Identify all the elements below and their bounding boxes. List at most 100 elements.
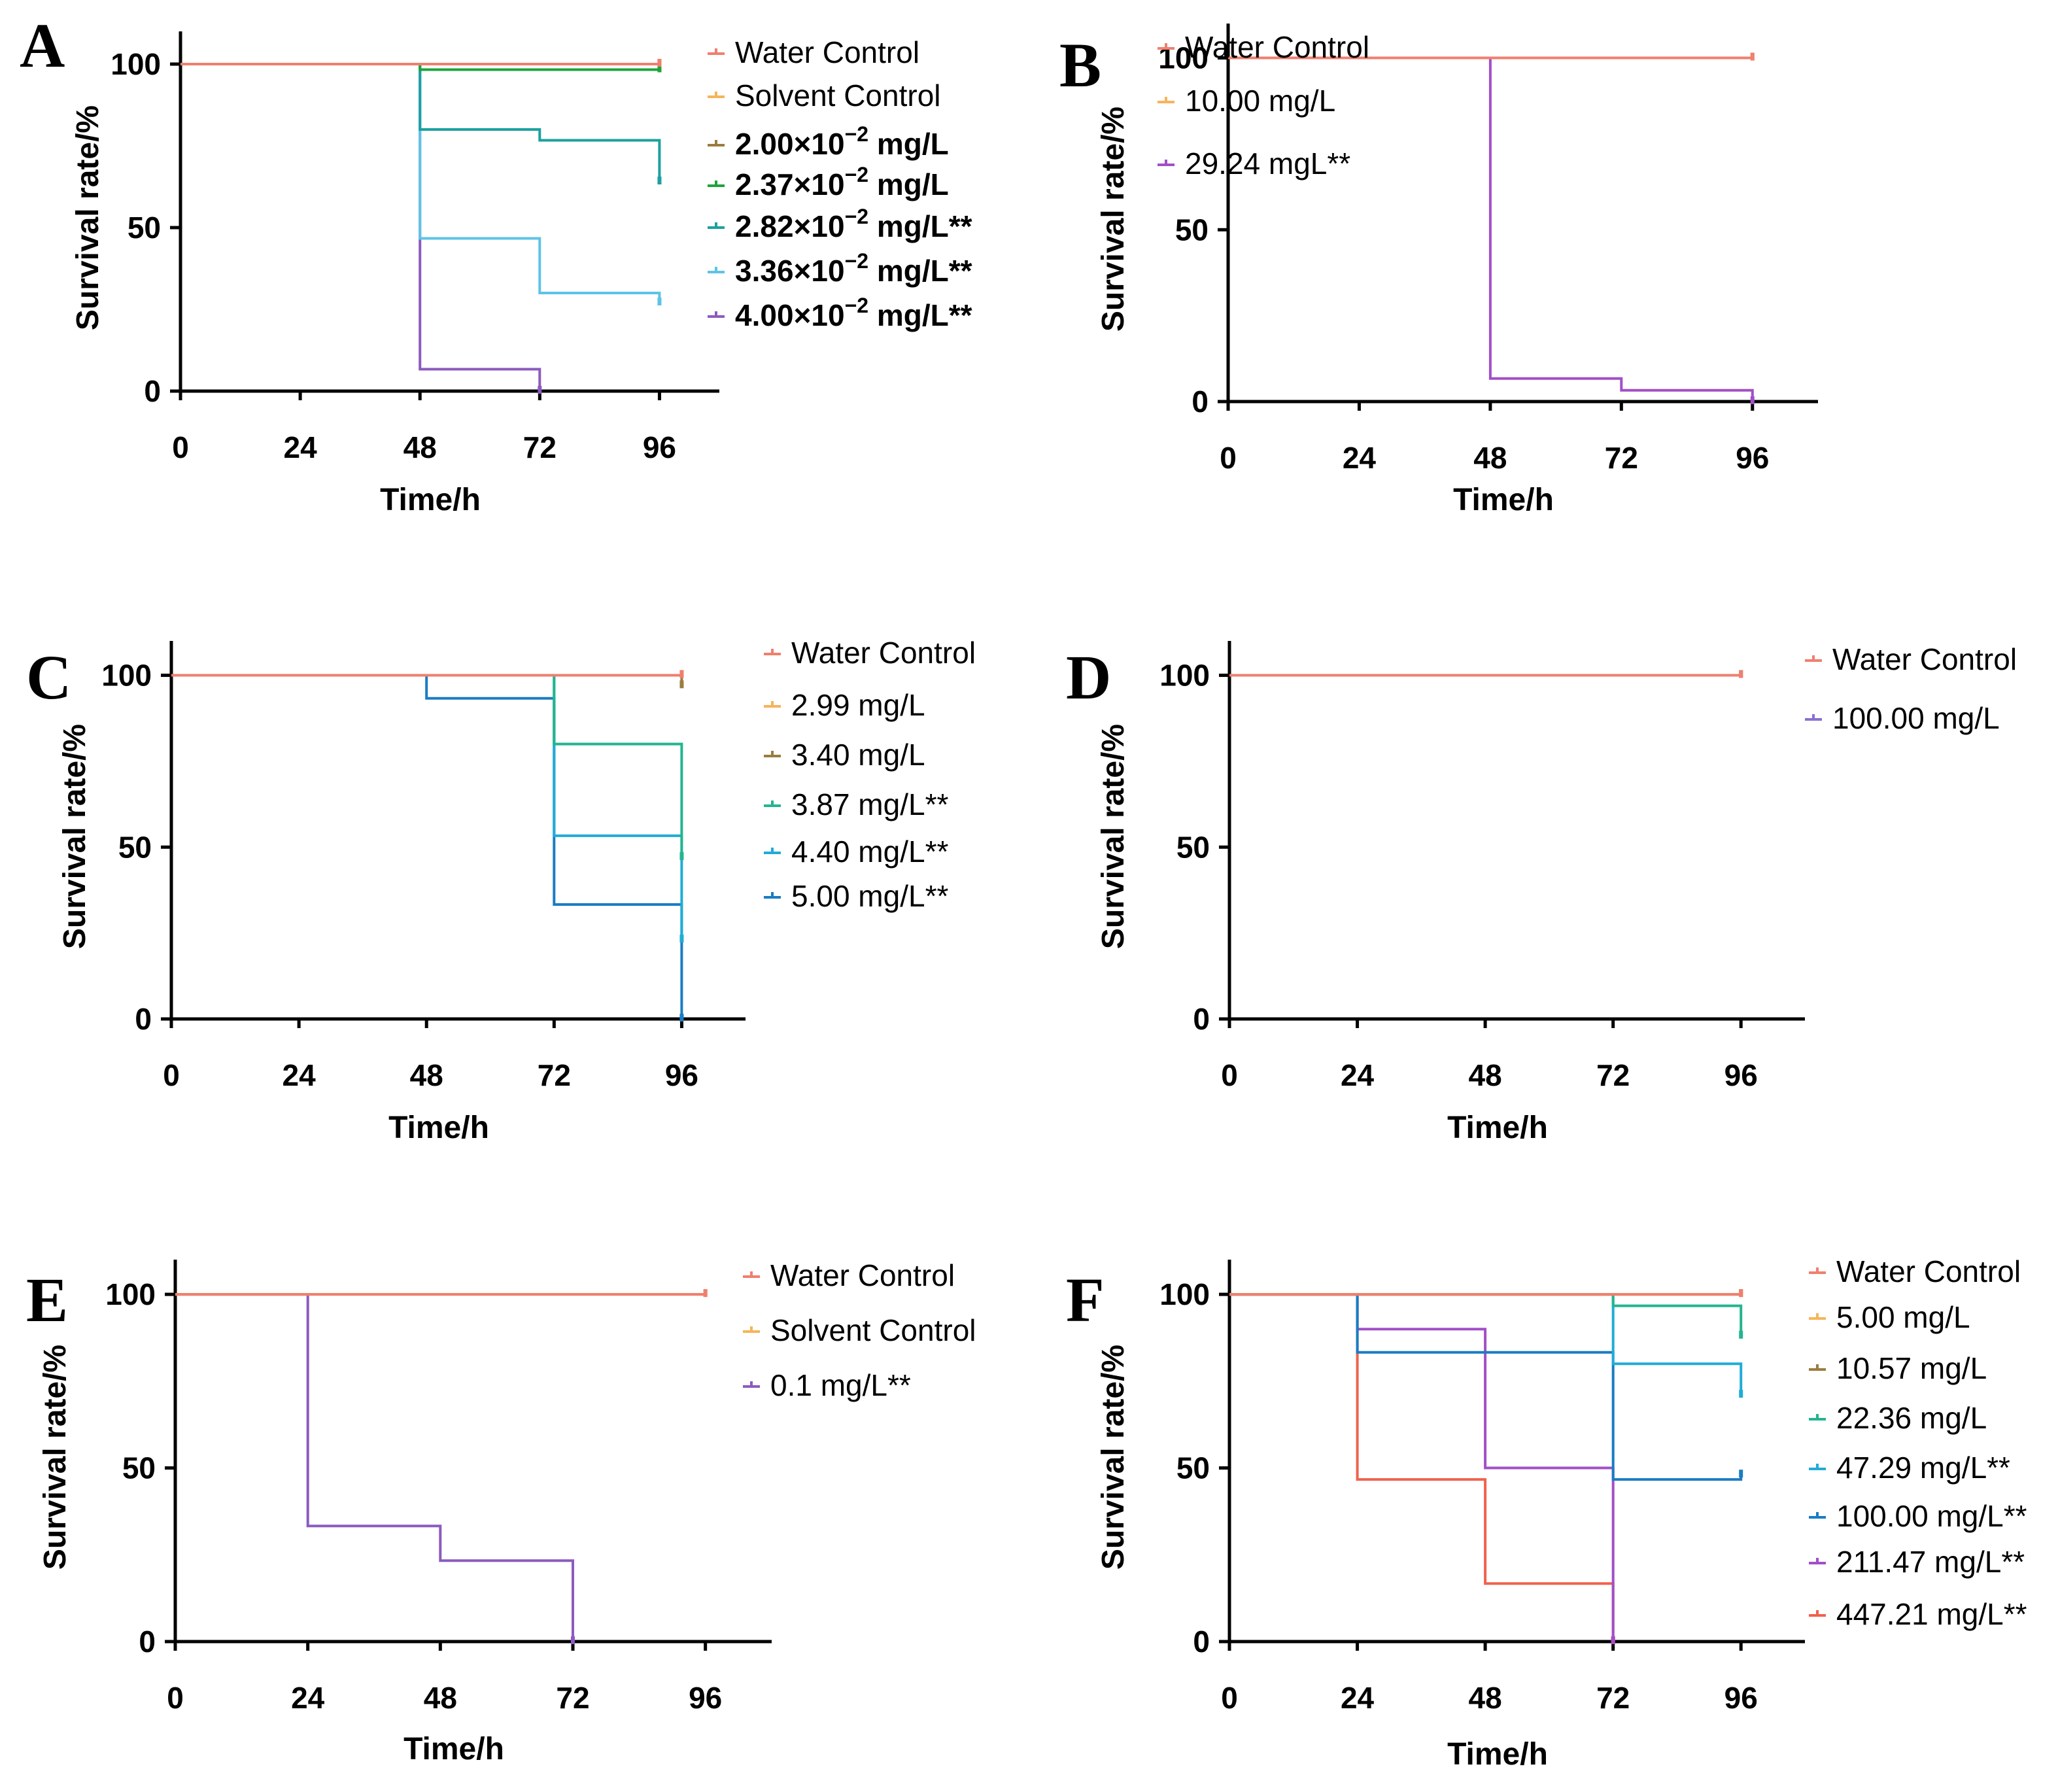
legend: Water Control 2.99 mg/L 3.40 mg/L 3.87 mg/L… bbox=[764, 636, 976, 913]
legend-item: 211.47 mg/L** bbox=[1809, 1545, 2025, 1579]
legend-label: 4.00×10−2 mg/L** bbox=[735, 294, 972, 332]
x-tick-label: 0 bbox=[1221, 1058, 1238, 1092]
series-lines bbox=[1229, 1289, 1743, 1644]
y-tick-label: 100 bbox=[105, 1277, 156, 1311]
x-tick-label: 24 bbox=[291, 1681, 325, 1715]
legend-item: 47.29 mg/L** bbox=[1809, 1451, 2010, 1485]
legend-item: 100.00 mg/L** bbox=[1809, 1499, 2027, 1533]
x-tick-label: 96 bbox=[1724, 1681, 1758, 1715]
x-tick-label: 72 bbox=[538, 1058, 571, 1092]
legend-item: 4.40 mg/L** bbox=[764, 835, 948, 869]
y-tick-label: 100 bbox=[1159, 1277, 1210, 1311]
x-tick-label: 48 bbox=[424, 1681, 457, 1715]
y-tick-label: 0 bbox=[135, 1002, 152, 1036]
x-tick-label: 48 bbox=[1469, 1681, 1502, 1715]
y-tick-label: 100 bbox=[1159, 659, 1210, 693]
censor-mark bbox=[1739, 1289, 1743, 1298]
legend-item: 2.99 mg/L bbox=[764, 688, 925, 722]
y-axis-title: Survival rate/% bbox=[1096, 107, 1131, 332]
legend-label: 100.00 mg/L bbox=[1832, 701, 2000, 735]
censor-mark bbox=[703, 1289, 708, 1298]
legend-label: Water Control bbox=[1832, 642, 2017, 676]
x-tick-label: 0 bbox=[163, 1058, 180, 1092]
y-tick-label: 0 bbox=[1193, 1002, 1210, 1036]
y-tick-label: 0 bbox=[1192, 385, 1209, 419]
legend-item: 29.24 mgL** bbox=[1158, 146, 1350, 181]
legend-label: 3.87 mg/L** bbox=[791, 787, 948, 821]
censor-mark bbox=[1739, 1470, 1743, 1478]
y-axis-title: Survival rate/% bbox=[38, 1345, 73, 1570]
censor-mark bbox=[657, 64, 662, 73]
legend: Water Control 5.00 mg/L 10.57 mg/L 22.36 mg… bbox=[1809, 1254, 2027, 1631]
legend-label: 2.82×10−2 mg/L** bbox=[735, 205, 972, 243]
series-lines bbox=[1229, 670, 1743, 678]
legend-label: 3.40 mg/L bbox=[791, 738, 925, 772]
series-line bbox=[171, 674, 683, 1019]
censor-mark bbox=[1611, 1636, 1615, 1644]
x-tick-label: 24 bbox=[283, 1058, 317, 1092]
series-line bbox=[1229, 1293, 1615, 1642]
x-tick-label: 96 bbox=[1736, 441, 1769, 475]
legend-label: 5.00 mg/L bbox=[1836, 1300, 1970, 1334]
y-axis-title: Survival rate/% bbox=[58, 724, 92, 949]
legend-label: 3.36×10−2 mg/L** bbox=[735, 249, 972, 288]
legend-label: 47.29 mg/L** bbox=[1836, 1451, 2010, 1485]
legend-label: 22.36 mg/L bbox=[1836, 1401, 1987, 1435]
x-axis-title: Time/h bbox=[1447, 1111, 1548, 1145]
y-tick-label: 50 bbox=[1175, 213, 1209, 247]
legend-label: Solvent Control bbox=[735, 78, 941, 112]
panel-a: A 0 24 48 72 96 0 50 100 Time/h Survival rate/% Wat… bbox=[20, 10, 972, 517]
legend-item: 10.00 mg/L bbox=[1158, 84, 1335, 118]
panel-e: E 0 24 48 72 96 0 50 100 Time/h Survival rate/% Wat… bbox=[26, 1258, 976, 1766]
censor-mark bbox=[679, 670, 684, 678]
legend-item: 2.37×10−2 mg/L bbox=[708, 163, 949, 201]
y-tick-label: 50 bbox=[128, 211, 161, 245]
legend-item: 447.21 mg/L** bbox=[1809, 1597, 2027, 1631]
y-tick-label: 0 bbox=[1193, 1625, 1210, 1659]
legend-label: 5.00 mg/L** bbox=[791, 879, 948, 913]
y-tick-label: 50 bbox=[122, 1451, 156, 1485]
legend: Water Control 10.00 mg/L 29.24 mgL** bbox=[1158, 30, 1369, 181]
legend: Water Control 100.00 mg/L bbox=[1805, 642, 2017, 735]
censor-mark bbox=[679, 680, 684, 689]
x-tick-label: 72 bbox=[1596, 1681, 1630, 1715]
legend-label: 10.57 mg/L bbox=[1836, 1351, 1987, 1385]
censor-mark bbox=[679, 852, 684, 861]
censor-mark bbox=[657, 177, 662, 184]
legend-label: Water Control bbox=[735, 35, 919, 69]
y-tick-label: 50 bbox=[1176, 830, 1210, 864]
panel-letter: C bbox=[26, 642, 71, 712]
legend-label: Water Control bbox=[770, 1258, 955, 1292]
censor-mark bbox=[679, 1014, 684, 1022]
series-lines bbox=[171, 670, 684, 1022]
legend-item: 100.00 mg/L bbox=[1805, 701, 2000, 735]
panel-f: F 0 24 48 72 96 0 50 100 Time/h Survival rate/% Wat… bbox=[1066, 1254, 2027, 1772]
x-tick-label: 48 bbox=[1469, 1058, 1502, 1092]
legend-label: 29.24 mgL** bbox=[1185, 146, 1350, 181]
legend-label: 211.47 mg/L** bbox=[1836, 1545, 2025, 1579]
legend-label: 2.99 mg/L bbox=[791, 688, 925, 722]
censor-mark bbox=[1739, 670, 1743, 678]
legend-item: 10.57 mg/L bbox=[1809, 1351, 1987, 1385]
legend-item: 3.87 mg/L** bbox=[764, 787, 948, 821]
legend-item: Water Control bbox=[743, 1258, 955, 1292]
legend-label: 4.40 mg/L** bbox=[791, 835, 948, 869]
y-tick-label: 100 bbox=[111, 47, 161, 81]
x-tick-label: 96 bbox=[689, 1681, 722, 1715]
legend-item: 3.40 mg/L bbox=[764, 738, 925, 772]
censor-mark bbox=[1739, 1390, 1743, 1398]
legend-label: 100.00 mg/L** bbox=[1836, 1499, 2027, 1533]
x-tick-label: 48 bbox=[410, 1058, 443, 1092]
x-axis-title: Time/h bbox=[1447, 1737, 1548, 1772]
x-tick-label: 24 bbox=[284, 430, 318, 464]
x-tick-label: 24 bbox=[1341, 1058, 1375, 1092]
censor-mark bbox=[571, 1636, 575, 1644]
panel-d: D 0 24 48 72 96 0 50 100 Time/h Survival rate/% Wat… bbox=[1066, 641, 2017, 1145]
legend-label: 0.1 mg/L** bbox=[770, 1368, 911, 1402]
legend-label: Water Control bbox=[1185, 30, 1369, 64]
legend-item: Water Control bbox=[1805, 642, 2017, 676]
legend-item: 3.36×10−2 mg/L** bbox=[708, 249, 972, 288]
legend-item: 5.00 mg/L** bbox=[764, 879, 948, 913]
x-tick-label: 96 bbox=[665, 1058, 698, 1092]
